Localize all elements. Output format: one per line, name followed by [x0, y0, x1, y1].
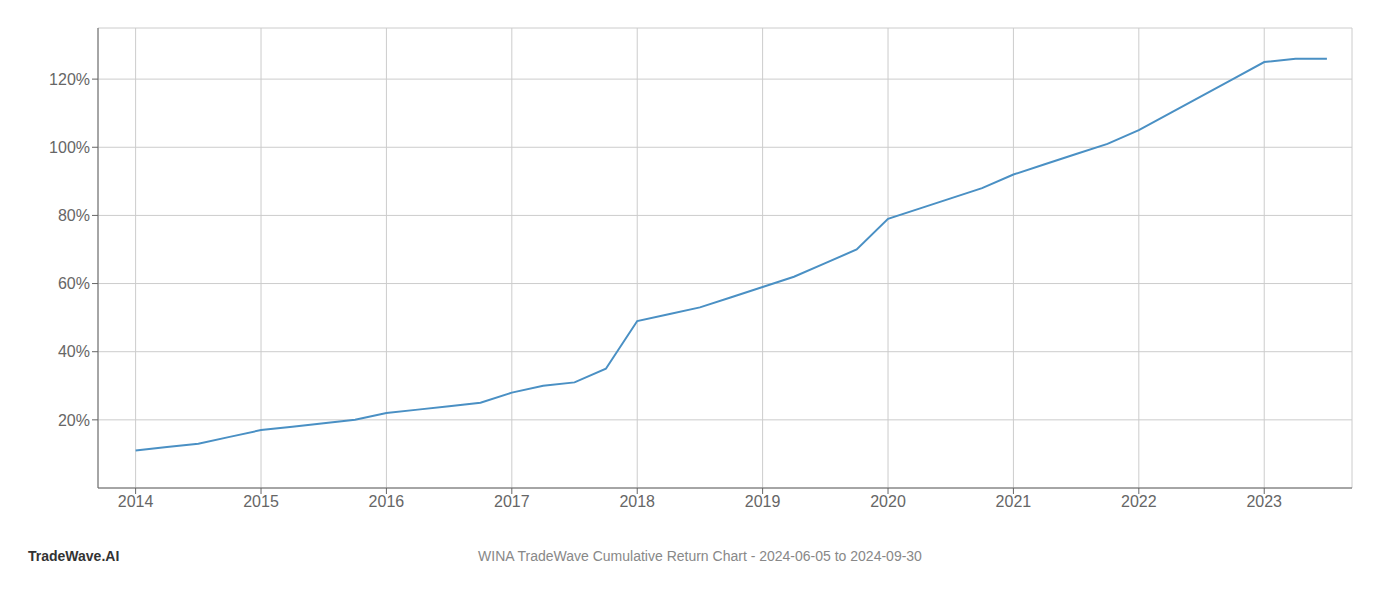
svg-text:20%: 20% [58, 412, 90, 429]
svg-text:2023: 2023 [1246, 493, 1282, 510]
svg-text:2015: 2015 [243, 493, 279, 510]
svg-text:80%: 80% [58, 207, 90, 224]
html-text:TradeWave.AI: TradeWave.AI [28, 548, 120, 564]
svg-text:2021: 2021 [996, 493, 1032, 510]
html-text:WINA TradeWave Cumulative Retu: WINA TradeWave Cumulative Return Chart -… [478, 548, 922, 564]
svg-text:2020: 2020 [870, 493, 906, 510]
svg-text:2016: 2016 [369, 493, 405, 510]
svg-text:2019: 2019 [745, 493, 781, 510]
svg-text:60%: 60% [58, 275, 90, 292]
svg-text:120%: 120% [49, 71, 90, 88]
svg-text:2014: 2014 [118, 493, 154, 510]
svg-text:2022: 2022 [1121, 493, 1157, 510]
svg-text:40%: 40% [58, 343, 90, 360]
svg-text:2017: 2017 [494, 493, 530, 510]
svg-text:100%: 100% [49, 139, 90, 156]
svg-text:2018: 2018 [619, 493, 655, 510]
